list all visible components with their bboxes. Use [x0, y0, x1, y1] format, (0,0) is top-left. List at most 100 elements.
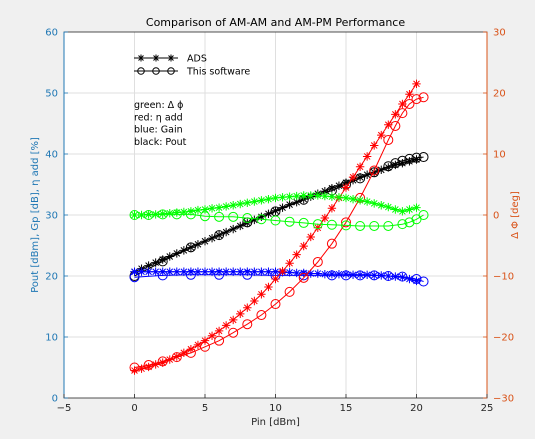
data-point-circle [418, 210, 429, 220]
data-point-circle [171, 352, 182, 363]
right-tick-label: −10 [493, 272, 514, 283]
data-point-star [362, 152, 372, 161]
data-point-star [278, 203, 287, 212]
data-point-star [172, 267, 181, 276]
data-point-star [327, 192, 337, 201]
data-point-star [412, 276, 421, 286]
data-point-star [214, 203, 224, 212]
data-point-star [243, 303, 252, 312]
data-point-star [292, 268, 301, 278]
data-point-circle [355, 220, 366, 231]
data-point-star [186, 345, 196, 354]
data-point-star [355, 162, 365, 172]
data-point-circle [383, 271, 394, 281]
data-point-star [179, 207, 189, 217]
data-point-star [370, 199, 379, 208]
data-point-circle [185, 242, 196, 253]
data-point-star [341, 178, 351, 187]
data-point-star [200, 336, 210, 345]
data-point-circle [157, 270, 168, 281]
data-point-star [278, 193, 287, 202]
data-point-star [271, 193, 280, 203]
data-point-circle [404, 217, 415, 228]
data-point-star [327, 269, 337, 279]
data-point-circle [242, 213, 253, 224]
data-point-star [299, 241, 308, 251]
x-tick-label: 5 [202, 403, 208, 414]
data-point-star [313, 223, 322, 233]
data-point-star [285, 258, 294, 268]
data-point-star [384, 163, 393, 172]
data-point-star [384, 120, 393, 129]
data-point-circle [411, 274, 422, 285]
data-point-circle [369, 270, 380, 281]
data-point-star [221, 202, 231, 211]
data-point-star [165, 252, 174, 261]
data-point-circle [185, 269, 196, 280]
right-tick-label: 20 [493, 89, 506, 100]
data-point-star [278, 266, 287, 276]
data-point-star [221, 321, 231, 330]
data-point-star [341, 193, 351, 203]
data-point-star [377, 201, 386, 210]
data-point-circle [298, 217, 309, 228]
data-point-star [214, 326, 224, 336]
data-point-star [271, 206, 280, 215]
data-point-star [348, 194, 358, 204]
data-point-star [334, 269, 344, 279]
data-point-circle [369, 165, 380, 176]
legend-marker [137, 67, 145, 75]
data-point-circle [404, 153, 415, 164]
data-point-circle [404, 98, 415, 109]
data-point-star [355, 172, 365, 182]
data-point-star [320, 187, 330, 196]
data-point-star [250, 296, 259, 306]
data-point-star [179, 267, 189, 276]
data-point-star [165, 208, 174, 218]
data-point-star [207, 331, 217, 340]
data-point-circle [383, 161, 394, 172]
data-point-star [348, 172, 358, 182]
data-point-star [207, 204, 217, 213]
data-point-circle [284, 216, 295, 227]
tick-layer: −5 0 5 10 15 20 250102030405060−30−20−10010203… [45, 28, 514, 415]
legend-label-ads: ADS [187, 54, 207, 65]
data-point-circle [129, 210, 140, 220]
data-point-star [391, 160, 400, 170]
data-point-star [229, 315, 238, 325]
data-point-star [172, 249, 181, 258]
data-point-circle [129, 362, 140, 373]
data-point-circle [312, 256, 323, 267]
data-point-star [327, 183, 337, 193]
data-point-star [186, 207, 196, 216]
series-3 [129, 269, 429, 287]
data-point-star [398, 207, 407, 216]
data-point-star [292, 191, 301, 201]
left-tick-label: 20 [45, 272, 58, 283]
data-point-circle [214, 211, 225, 222]
data-point-star [271, 267, 280, 276]
data-point-star [264, 282, 273, 292]
data-point-circle [383, 220, 394, 231]
x-tick-label: 15 [340, 403, 353, 414]
data-point-star [412, 203, 421, 212]
data-point-star [229, 267, 238, 276]
data-point-circle [284, 286, 295, 297]
data-point-star [229, 201, 238, 210]
data-point-circle [270, 299, 281, 310]
data-point-circle [369, 220, 380, 231]
data-point-star [214, 267, 224, 276]
data-point-circle [143, 210, 154, 220]
data-point-circle [418, 92, 429, 103]
data-point-circle [171, 209, 182, 220]
data-point-star [341, 269, 351, 279]
data-point-star [151, 258, 160, 267]
data-point-star [405, 274, 414, 284]
data-point-circle [157, 356, 168, 367]
data-point-circle [157, 209, 168, 220]
data-point-circle [390, 158, 401, 169]
data-point-circle [397, 219, 408, 230]
data-point-star [320, 191, 330, 201]
data-point-circle [418, 152, 429, 163]
